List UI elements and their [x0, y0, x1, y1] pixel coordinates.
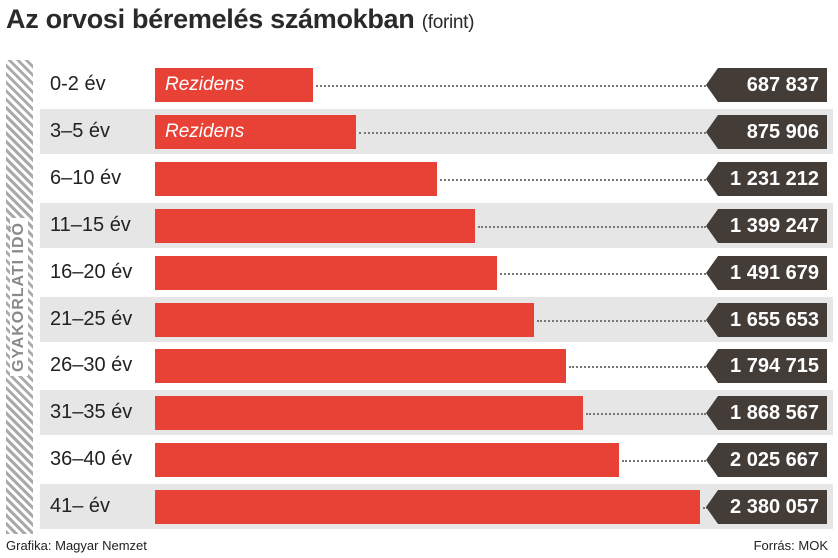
- title-text: Az orvosi béremelés számokban: [6, 4, 415, 34]
- leader-line: [703, 507, 706, 510]
- leader-line: [499, 272, 706, 275]
- category-label: 0-2 év: [50, 73, 106, 95]
- bar-row: 0-2 év Rezidens 687 837: [40, 62, 833, 107]
- category-label: 16–20 év: [50, 260, 133, 283]
- bar-row: 21–25 év 1 655 653: [40, 296, 833, 342]
- bar: Rezidens: [155, 114, 356, 149]
- leader-line: [568, 366, 706, 369]
- category-label: 11–15 év: [50, 213, 131, 236]
- category-label: 3–5 év: [50, 119, 111, 142]
- credit: Grafika: Magyar Nemzet: [6, 538, 147, 553]
- bar: [155, 396, 583, 431]
- value-label: 1 794 715: [706, 349, 827, 384]
- bar-row: 26–30 év 1 794 715: [40, 343, 833, 388]
- category-label: 21–25 év: [50, 307, 133, 330]
- bar-row: 3–5 év Rezidens 875 906: [40, 108, 833, 154]
- leader-line: [315, 85, 706, 87]
- leader-line: [621, 460, 706, 463]
- category-label: 26–30 év: [50, 354, 133, 377]
- value-label: 1 655 653: [706, 302, 827, 337]
- leader-line: [478, 225, 706, 228]
- leader-line: [439, 178, 706, 181]
- value-label: 875 906: [706, 114, 827, 149]
- source: Forrás: MOK: [753, 538, 828, 553]
- leader-line: [585, 413, 706, 416]
- bar: [155, 490, 700, 525]
- bar: [155, 255, 497, 290]
- bar-row: 36–40 év 2 025 667: [40, 437, 833, 482]
- leader-line: [537, 319, 706, 322]
- bar-row: 16–20 év 1 491 679: [40, 250, 833, 295]
- value-label: 2 380 057: [706, 490, 827, 525]
- y-axis-label: GYAKORLATI IDŐ: [10, 217, 28, 377]
- bar-row: 31–35 év 1 868 567: [40, 390, 833, 436]
- value-label: 1 231 212: [706, 161, 827, 196]
- value-label: 1 868 567: [706, 396, 827, 431]
- chart-title: Az orvosi béremelés számokban (forint): [6, 4, 474, 35]
- value-label: 1 491 679: [706, 255, 827, 290]
- bar-annotation: Rezidens: [165, 74, 245, 95]
- category-label: 6–10 év: [50, 166, 122, 189]
- bar: [155, 302, 535, 337]
- category-label: 36–40 év: [50, 448, 133, 471]
- value-label: 1 399 247: [706, 208, 827, 243]
- bar-annotation: Rezidens: [165, 120, 245, 142]
- value-label: 687 837: [706, 68, 827, 102]
- bar: [155, 349, 566, 384]
- subtitle-text: (forint): [421, 12, 475, 33]
- bar-row: 41– év 2 380 057: [40, 484, 833, 530]
- bar: [155, 161, 437, 196]
- bar: Rezidens: [155, 68, 313, 102]
- bar-row: 11–15 év 1 399 247: [40, 202, 833, 248]
- leader-line: [358, 131, 706, 134]
- category-label: 31–35 év: [50, 401, 133, 424]
- value-label: 2 025 667: [706, 443, 827, 478]
- bar: [155, 208, 476, 243]
- category-label: 41– év: [50, 495, 111, 518]
- bar: [155, 443, 619, 478]
- bar-row: 6–10 év 1 231 212: [40, 156, 833, 201]
